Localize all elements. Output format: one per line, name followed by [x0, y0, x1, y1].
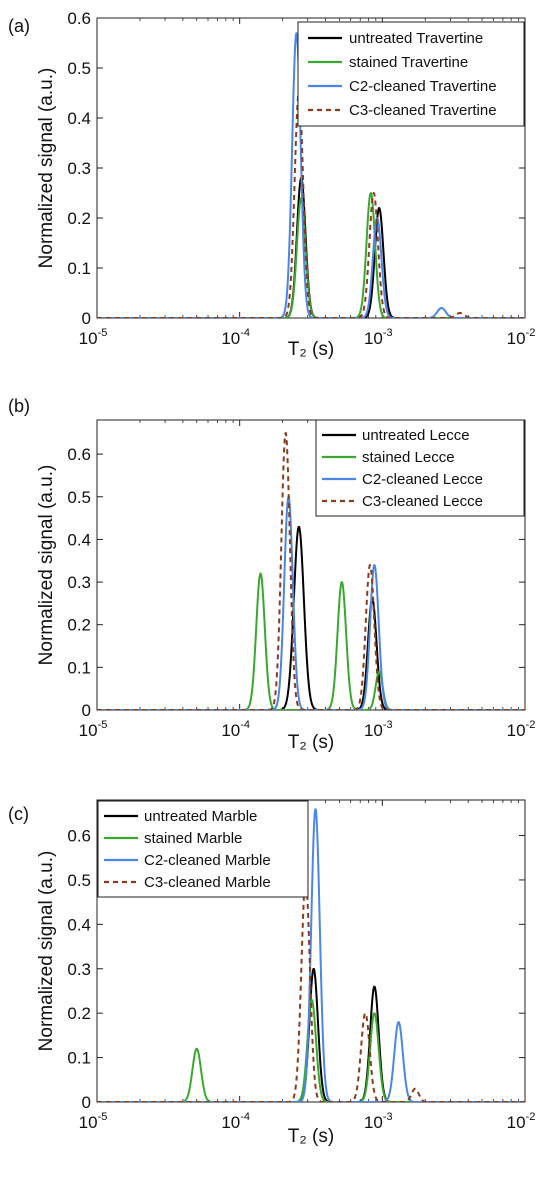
- x-tick-label: 10-4: [221, 327, 250, 348]
- y-tick-label: 0.2: [67, 209, 91, 228]
- panel-label: (b): [8, 396, 30, 416]
- y-tick-label: 0.2: [67, 1004, 91, 1023]
- series-line-stained: [97, 572, 525, 710]
- series-line-c2: [97, 808, 525, 1102]
- x-axis-label: T₂ (s): [288, 339, 334, 360]
- y-tick-label: 0.1: [67, 1049, 91, 1068]
- x-tick-label: 10-5: [79, 719, 108, 740]
- x-tick-label: 10-5: [79, 1111, 108, 1132]
- y-tick-label: 0.5: [67, 871, 91, 890]
- y-tick-label: 0.2: [67, 616, 91, 635]
- panel-3: (c) 10-5 10-4 10-3 10-2 0 0.1 0.2 0.3 0.4 0.5 0.6 T₂…: [8, 799, 536, 1147]
- series-line-untreated: [97, 177, 525, 318]
- x-tick-label: 10-4: [221, 1111, 250, 1132]
- legend-entry: C2-cleaned Travertine: [349, 78, 497, 95]
- panel-label: (a): [8, 16, 30, 36]
- y-tick-label: 0.5: [67, 59, 91, 78]
- y-tick-label: 0.4: [67, 530, 91, 549]
- legend-entry: stained Travertine: [349, 54, 468, 71]
- panel-2: (b) 10-5 10-4 10-3 10-2 0 0.1 0.2 0.3 0.4 0.5 0.6 T₂…: [8, 396, 535, 753]
- y-axis-label: Normalized signal (a.u.): [36, 851, 57, 1052]
- series-line-untreated: [97, 967, 525, 1102]
- series-line-c2: [97, 495, 525, 710]
- legend-entry: untreated Travertine: [349, 30, 483, 47]
- x-tick-label: 10-2: [507, 1111, 536, 1132]
- legend-entry: C3-cleaned Lecce: [362, 493, 483, 510]
- y-axis-label: Normalized signal (a.u.): [36, 465, 57, 666]
- plot-area-frame: [96, 799, 526, 1103]
- series-line-c3: [97, 92, 525, 318]
- y-tick-label: 0.1: [67, 259, 91, 278]
- y-tick-label: 0: [82, 309, 91, 328]
- y-tick-label: 0.3: [67, 573, 91, 592]
- series-line-stained: [97, 192, 525, 318]
- y-tick-label: 0.6: [67, 827, 91, 846]
- y-tick-label: 0.6: [67, 445, 91, 464]
- x-tick-label: 10-3: [364, 1111, 393, 1132]
- y-tick-label: 0: [82, 701, 91, 720]
- legend-entry: C2-cleaned Lecce: [362, 471, 483, 488]
- legend-entry: C3-cleaned Marble: [144, 874, 271, 891]
- y-tick-label: 0.6: [67, 9, 91, 28]
- x-tick-label: 10-5: [79, 327, 108, 348]
- x-tick-label: 10-3: [364, 327, 393, 348]
- y-tick-label: 0.3: [67, 960, 91, 979]
- legend-entry: stained Lecce: [362, 449, 455, 466]
- y-tick-label: 0.1: [67, 658, 91, 677]
- x-tick-label: 10-2: [507, 327, 536, 348]
- x-tick-label: 10-4: [221, 719, 250, 740]
- series-line-c2: [97, 32, 525, 318]
- y-tick-label: 0.3: [67, 159, 91, 178]
- legend-entry: untreated Marble: [144, 808, 257, 825]
- x-axis-label: T₂ (s): [288, 732, 334, 753]
- panel-label: (c): [8, 804, 29, 824]
- y-tick-label: 0.4: [67, 915, 91, 934]
- y-axis-label: Normalized signal (a.u.): [36, 68, 57, 269]
- x-axis-label: T₂ (s): [288, 1126, 334, 1147]
- y-tick-label: 0.4: [67, 109, 91, 128]
- legend-entry: untreated Lecce: [362, 427, 470, 444]
- x-tick-label: 10-3: [364, 719, 393, 740]
- legend-entry: C2-cleaned Marble: [144, 852, 271, 869]
- y-tick-label: 0: [82, 1093, 91, 1112]
- series-line-stained: [97, 998, 525, 1102]
- panel-1: (a) 10-5 10-4 10-3 10-2 0 0.1 0.2 0.3 0.4 0.5 0.6 T₂…: [8, 9, 535, 360]
- legend-box: [297, 21, 525, 127]
- legend-entry: C3-cleaned Travertine: [349, 102, 497, 119]
- x-tick-label: 10-2: [507, 719, 536, 740]
- series-line-untreated: [97, 525, 525, 710]
- legend-entry: stained Marble: [144, 830, 242, 847]
- y-tick-label: 0.5: [67, 488, 91, 507]
